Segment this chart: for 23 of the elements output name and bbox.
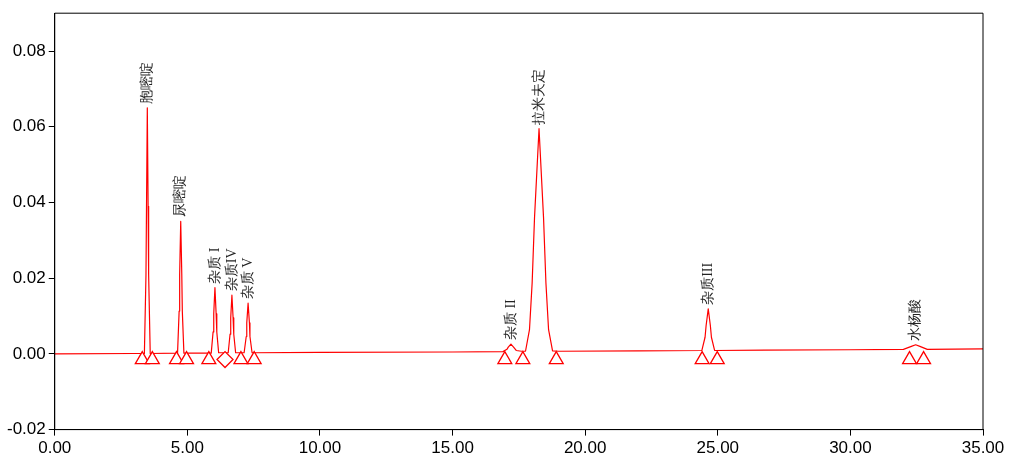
annotation: 杂质IV (223, 248, 239, 292)
y-tick-label: 0.00 (12, 343, 46, 363)
x-tick-label: 20.00 (563, 438, 607, 458)
y-tick-label: 0.02 (12, 267, 46, 287)
y-tick-label: 0.06 (12, 116, 46, 136)
x-tick-label: 10.00 (298, 438, 342, 458)
annotation: 拉米夫定 (530, 68, 546, 125)
x-tick-label: 35.00 (961, 438, 1005, 458)
annotation: 杂质 I (206, 247, 222, 284)
annotation: 杂质III (699, 262, 715, 305)
x-tick-label: 25.00 (696, 438, 740, 458)
annotation: 胞嘧啶 (138, 61, 154, 104)
x-tick-label: 5.00 (170, 438, 204, 458)
x-tick-label: 30.00 (829, 438, 872, 458)
annotation: 杂质 II (502, 298, 518, 341)
annotation: 水杨酸 (907, 298, 923, 341)
y-tick-label: 0.04 (12, 192, 46, 212)
annotation: 杂质 V (239, 257, 255, 300)
y-tick-label: -0.02 (7, 419, 46, 439)
x-tick-label: 15.00 (431, 438, 474, 458)
y-tick-label: 0.08 (12, 40, 46, 60)
x-tick-label: 0.00 (38, 438, 72, 458)
annotation: 尿嘧啶 (172, 175, 188, 218)
